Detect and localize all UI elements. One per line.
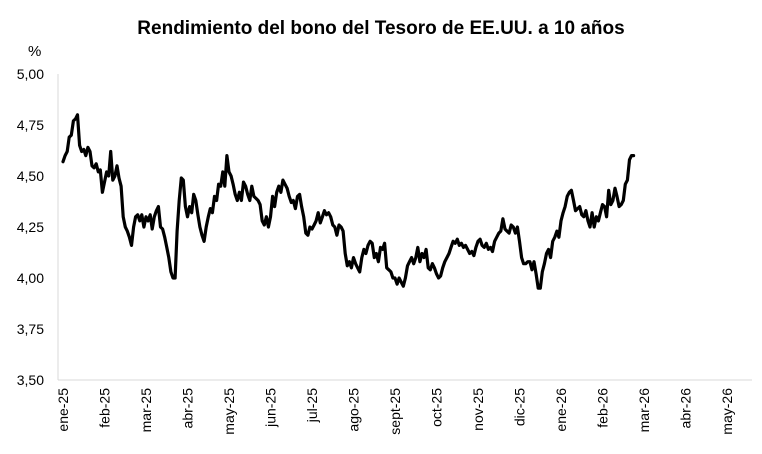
y-tick-label: 3,50 bbox=[17, 372, 44, 388]
x-tick-label: oct-25 bbox=[429, 388, 445, 427]
x-tick-labels: ene-25 feb-25 mar-25 abr-25 may-25 jun-25 jul-… bbox=[55, 388, 735, 435]
y-tick-labels: 5,00 4,75 4,50 4,25 4,00 3,75 3,50 bbox=[17, 66, 44, 388]
x-tick-label: ago-25 bbox=[346, 388, 362, 432]
x-tick-label: nov-25 bbox=[470, 388, 486, 431]
x-tick-label: abr-26 bbox=[678, 388, 694, 429]
y-tick-label: 5,00 bbox=[17, 66, 44, 82]
chart-title: Rendimiento del bono del Tesoro de EE.UU… bbox=[137, 18, 625, 39]
y-axis-unit: % bbox=[28, 43, 42, 60]
x-tick-label: feb-26 bbox=[595, 388, 611, 428]
x-tick-label: dic-25 bbox=[512, 388, 528, 426]
x-tick-label: feb-25 bbox=[97, 388, 113, 428]
x-tick-label: mar-25 bbox=[138, 388, 154, 433]
x-tick-label: may-25 bbox=[221, 388, 237, 435]
y-tick-label: 4,75 bbox=[17, 117, 44, 133]
y-tick-label: 3,75 bbox=[17, 321, 44, 337]
x-tick-label: jul-25 bbox=[304, 388, 320, 423]
series-line bbox=[61, 113, 636, 290]
x-tick-label: sept-25 bbox=[387, 388, 403, 435]
x-tick-label: jun-25 bbox=[263, 388, 279, 428]
x-tick-label: ene-25 bbox=[55, 388, 71, 432]
x-tick-label: abr-25 bbox=[180, 388, 196, 429]
y-tick-label: 4,00 bbox=[17, 270, 44, 286]
x-tick-label: may-26 bbox=[719, 388, 735, 435]
y-tick-label: 4,25 bbox=[17, 219, 44, 235]
y-tick-label: 4,50 bbox=[17, 168, 44, 184]
series-group bbox=[61, 113, 636, 290]
x-tick-label: ene-26 bbox=[553, 388, 569, 432]
x-tick-label: mar-26 bbox=[636, 388, 652, 433]
